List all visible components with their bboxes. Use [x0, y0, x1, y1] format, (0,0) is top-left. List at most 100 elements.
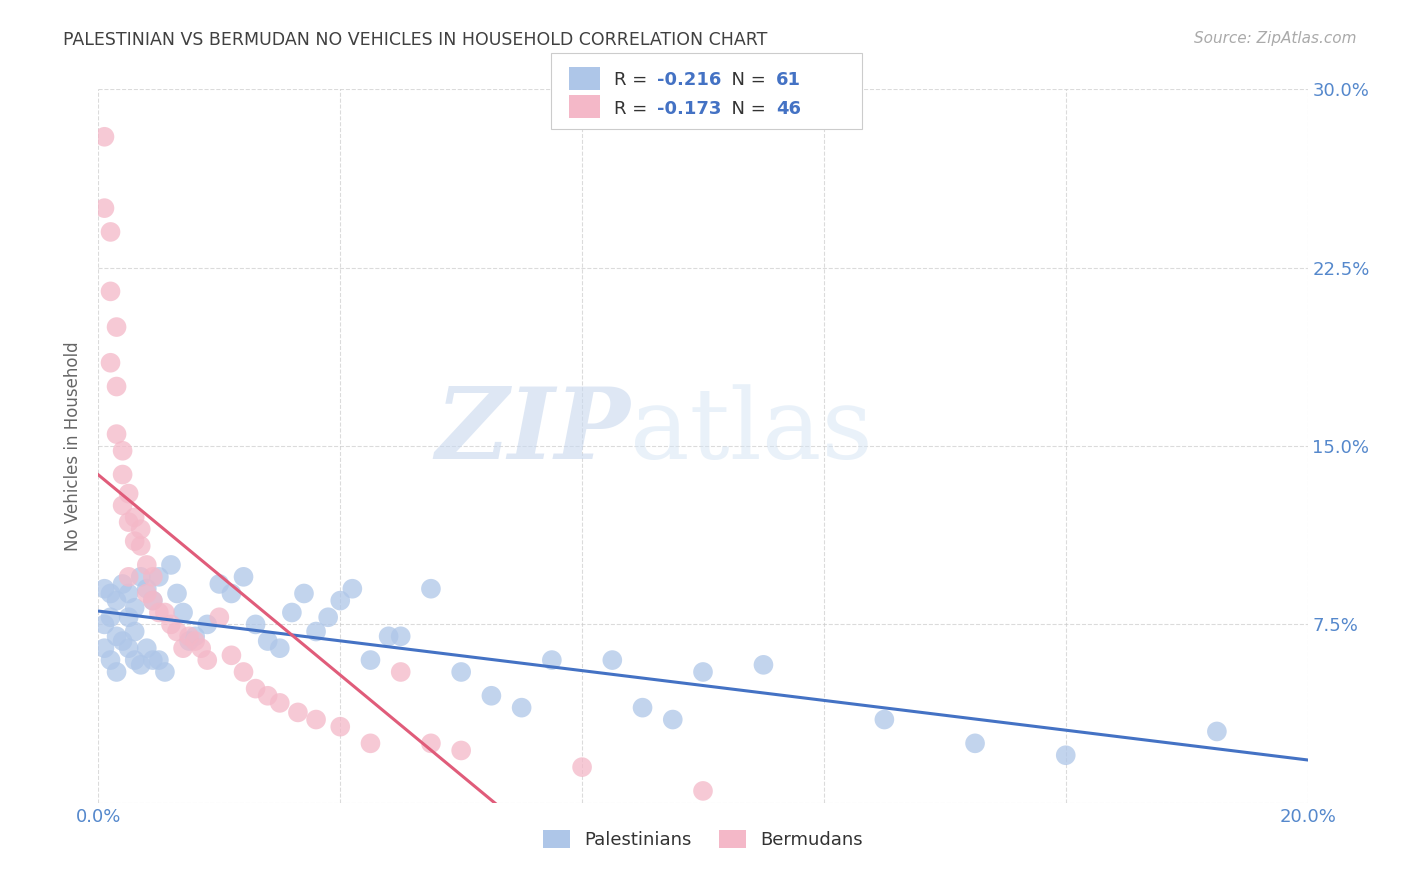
Text: PALESTINIAN VS BERMUDAN NO VEHICLES IN HOUSEHOLD CORRELATION CHART: PALESTINIAN VS BERMUDAN NO VEHICLES IN H… — [63, 31, 768, 49]
Point — [692, 784, 714, 798]
Point — [111, 634, 134, 648]
Point — [93, 617, 115, 632]
Point — [221, 648, 243, 663]
Point — [292, 586, 315, 600]
Point — [93, 201, 115, 215]
Point — [269, 641, 291, 656]
Point — [389, 665, 412, 679]
Point — [232, 665, 254, 679]
Point — [873, 713, 896, 727]
Point — [166, 586, 188, 600]
Point — [269, 696, 291, 710]
Point — [93, 641, 115, 656]
Legend: Palestinians, Bermudans: Palestinians, Bermudans — [534, 821, 872, 858]
Point — [481, 689, 503, 703]
Point — [160, 558, 183, 572]
Point — [232, 570, 254, 584]
Point — [221, 586, 243, 600]
Text: atlas: atlas — [630, 384, 873, 480]
Point — [124, 600, 146, 615]
Point — [124, 653, 146, 667]
Point — [195, 617, 218, 632]
Text: Source: ZipAtlas.com: Source: ZipAtlas.com — [1194, 31, 1357, 46]
Point — [118, 610, 141, 624]
Point — [129, 657, 152, 672]
Point — [450, 665, 472, 679]
Point — [208, 610, 231, 624]
Point — [118, 515, 141, 529]
Point — [166, 624, 188, 639]
Point — [245, 617, 267, 632]
Point — [316, 610, 339, 624]
Point — [190, 641, 212, 656]
Point — [124, 510, 146, 524]
Text: -0.173: -0.173 — [657, 100, 721, 118]
Point — [510, 700, 533, 714]
Point — [208, 577, 231, 591]
Point — [142, 570, 165, 584]
Point — [153, 606, 176, 620]
Point — [129, 522, 152, 536]
Point — [142, 653, 165, 667]
Point — [256, 634, 278, 648]
Point — [129, 570, 152, 584]
Point — [661, 713, 683, 727]
Point — [105, 427, 128, 442]
Point — [965, 736, 987, 750]
Point — [1206, 724, 1229, 739]
Point — [118, 641, 141, 656]
Point — [281, 606, 304, 620]
Point — [602, 653, 624, 667]
Point — [118, 486, 141, 500]
Text: -0.216: -0.216 — [657, 71, 721, 89]
Point — [105, 629, 128, 643]
Point — [93, 129, 115, 144]
Y-axis label: No Vehicles in Household: No Vehicles in Household — [65, 341, 83, 551]
Point — [184, 634, 207, 648]
Point — [305, 624, 328, 639]
Point — [100, 356, 122, 370]
Point — [105, 593, 128, 607]
Point — [100, 653, 122, 667]
Point — [135, 558, 157, 572]
Point — [124, 534, 146, 549]
Point — [342, 582, 364, 596]
Point — [172, 641, 194, 656]
Point — [111, 443, 134, 458]
Point — [360, 736, 382, 750]
Point — [631, 700, 654, 714]
Point — [245, 681, 267, 696]
Point — [148, 653, 170, 667]
Text: 46: 46 — [776, 100, 801, 118]
Point — [100, 285, 122, 299]
Point — [1054, 748, 1077, 763]
Point — [179, 629, 201, 643]
Text: R =: R = — [614, 71, 654, 89]
Point — [105, 320, 128, 334]
Point — [148, 606, 170, 620]
Point — [142, 593, 165, 607]
Point — [752, 657, 775, 672]
Point — [105, 665, 128, 679]
Text: N =: N = — [720, 100, 772, 118]
Point — [172, 606, 194, 620]
Point — [160, 617, 183, 632]
Point — [105, 379, 128, 393]
Point — [420, 582, 443, 596]
Point — [111, 467, 134, 482]
Point — [129, 539, 152, 553]
Point — [148, 570, 170, 584]
Point — [287, 706, 309, 720]
Point — [100, 586, 122, 600]
Point — [100, 225, 122, 239]
Text: ZIP: ZIP — [436, 384, 630, 480]
Point — [420, 736, 443, 750]
Point — [540, 653, 562, 667]
Point — [111, 577, 134, 591]
Point — [118, 570, 141, 584]
Point — [692, 665, 714, 679]
Point — [179, 634, 201, 648]
Point — [135, 641, 157, 656]
Point — [360, 653, 382, 667]
Point — [100, 610, 122, 624]
